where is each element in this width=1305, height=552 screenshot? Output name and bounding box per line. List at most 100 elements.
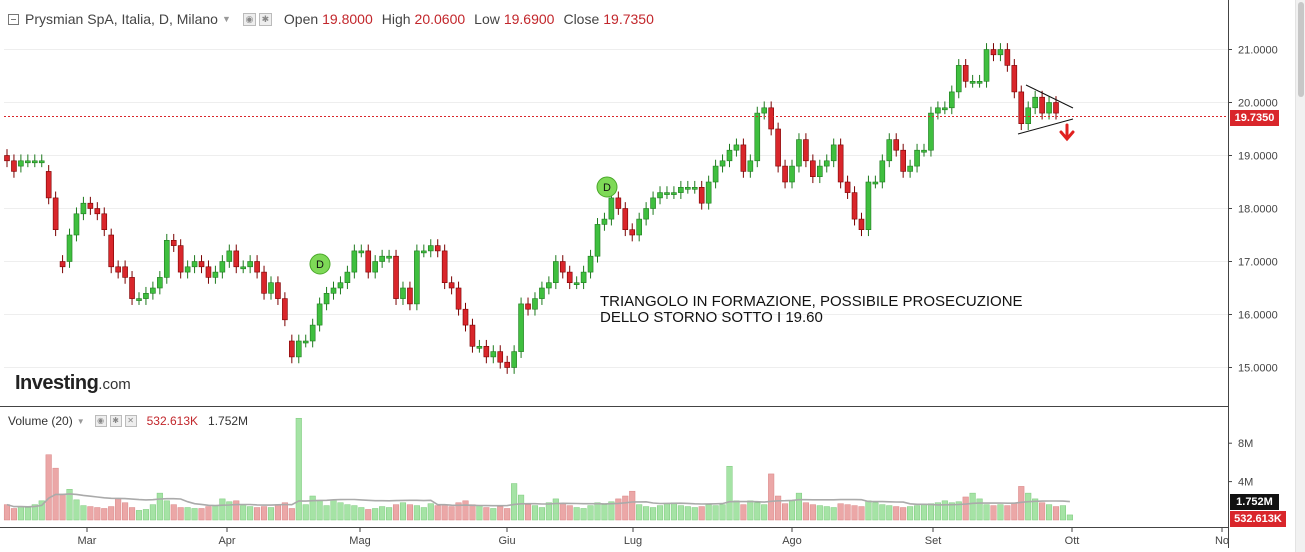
volume-bar bbox=[267, 507, 275, 521]
candle bbox=[386, 255, 392, 259]
volume-bar bbox=[920, 504, 928, 521]
scrollbar-thumb[interactable] bbox=[1298, 2, 1304, 97]
volume-bar bbox=[149, 504, 156, 521]
candle bbox=[282, 298, 288, 321]
volume-bar bbox=[1059, 505, 1066, 521]
volume-bar bbox=[504, 508, 511, 521]
candle bbox=[427, 245, 434, 252]
volume-bar bbox=[17, 506, 24, 521]
annotation-line-2: DELLO STORNO SOTTO I 19.60 bbox=[600, 309, 823, 326]
volume-bar bbox=[372, 508, 379, 521]
candle bbox=[782, 165, 788, 183]
candle bbox=[948, 91, 955, 109]
last-price-tag: 19.7350 bbox=[1230, 110, 1279, 126]
volume-bar bbox=[212, 505, 219, 521]
volume-bar bbox=[379, 506, 386, 521]
volume-bar bbox=[288, 508, 295, 521]
candle bbox=[768, 107, 774, 130]
volume-header: Volume (20) ▼ ◉ ✱ ✕ 532.613K 1.752M bbox=[8, 414, 248, 428]
open-value: 19.8000 bbox=[322, 11, 373, 27]
symbol-title[interactable]: Prysmian SpA, Italia, D, Milano bbox=[25, 11, 218, 27]
candle bbox=[747, 160, 754, 172]
candle bbox=[198, 261, 205, 268]
volume-title[interactable]: Volume (20) bbox=[8, 414, 73, 428]
dividend-marker bbox=[596, 176, 618, 198]
volume-bar bbox=[115, 498, 122, 521]
candle bbox=[115, 266, 121, 273]
candle bbox=[990, 49, 997, 56]
volume-bar bbox=[691, 507, 698, 521]
candle bbox=[261, 271, 267, 294]
eye-icon[interactable]: ◉ bbox=[242, 12, 256, 26]
volume-bar bbox=[399, 502, 407, 521]
candle bbox=[886, 139, 893, 162]
volume-average-value: 1.752M bbox=[208, 414, 249, 428]
candle bbox=[129, 277, 135, 299]
volume-bar bbox=[316, 500, 323, 521]
candle bbox=[414, 250, 420, 305]
candle bbox=[323, 292, 330, 305]
candle bbox=[330, 287, 337, 294]
volume-bar bbox=[893, 506, 900, 521]
candle bbox=[518, 303, 524, 352]
candle bbox=[525, 303, 531, 310]
volume-bar bbox=[594, 502, 601, 521]
candle bbox=[344, 271, 351, 284]
volume-bar bbox=[615, 498, 622, 521]
eye-icon[interactable]: ◉ bbox=[94, 415, 107, 427]
low-value: 19.6900 bbox=[503, 11, 555, 27]
candle bbox=[490, 351, 497, 358]
volume-bar bbox=[191, 508, 198, 521]
volume-average-line bbox=[6, 493, 1070, 508]
candle bbox=[817, 165, 823, 178]
volume-bar bbox=[795, 492, 803, 521]
candle bbox=[803, 139, 809, 162]
volume-bar bbox=[851, 505, 858, 521]
vertical-scrollbar[interactable] bbox=[1295, 0, 1305, 552]
settings-icon[interactable]: ✱ bbox=[258, 12, 272, 26]
time-tick-label: Set bbox=[925, 535, 942, 547]
candle bbox=[94, 208, 101, 215]
volume-bar bbox=[427, 503, 434, 521]
volume-bar bbox=[170, 504, 177, 521]
candle bbox=[789, 165, 795, 183]
candle bbox=[858, 218, 865, 231]
candle bbox=[1039, 96, 1045, 114]
dividend-marker bbox=[309, 253, 331, 275]
chevron-down-icon[interactable]: ▼ bbox=[76, 416, 85, 426]
chevron-down-icon[interactable]: ▼ bbox=[221, 14, 231, 24]
close-label: Close bbox=[563, 11, 600, 27]
price-tick-label: 15.0000 bbox=[1238, 363, 1278, 375]
settings-icon[interactable]: ✱ bbox=[109, 415, 122, 427]
candle bbox=[511, 351, 517, 368]
volume-bar bbox=[128, 507, 136, 521]
volume-bar bbox=[900, 507, 907, 521]
price-tick-label: 19.0000 bbox=[1238, 151, 1278, 163]
candle bbox=[587, 255, 594, 273]
candle bbox=[810, 160, 816, 178]
volume-bar bbox=[24, 507, 31, 521]
volume-bar bbox=[469, 504, 476, 521]
volume-bar bbox=[1052, 506, 1060, 521]
volume-bar bbox=[782, 503, 789, 521]
volume-bar bbox=[351, 505, 358, 521]
candle bbox=[643, 208, 649, 220]
candle bbox=[851, 192, 858, 220]
volume-bar bbox=[733, 500, 740, 521]
candle bbox=[87, 202, 94, 209]
volume-bar bbox=[483, 507, 490, 521]
close-icon[interactable]: ✕ bbox=[124, 415, 137, 427]
candle bbox=[650, 197, 656, 209]
collapse-icon[interactable] bbox=[8, 13, 19, 25]
volume-bar bbox=[705, 504, 712, 521]
candle bbox=[740, 144, 747, 172]
volume-bar bbox=[587, 505, 594, 521]
volume-bar bbox=[254, 507, 261, 521]
volume-bar bbox=[1046, 504, 1053, 521]
volume-bar bbox=[775, 495, 782, 521]
candle bbox=[553, 261, 559, 284]
volume-bar bbox=[59, 493, 66, 521]
candle bbox=[893, 139, 900, 151]
candle bbox=[170, 240, 177, 246]
